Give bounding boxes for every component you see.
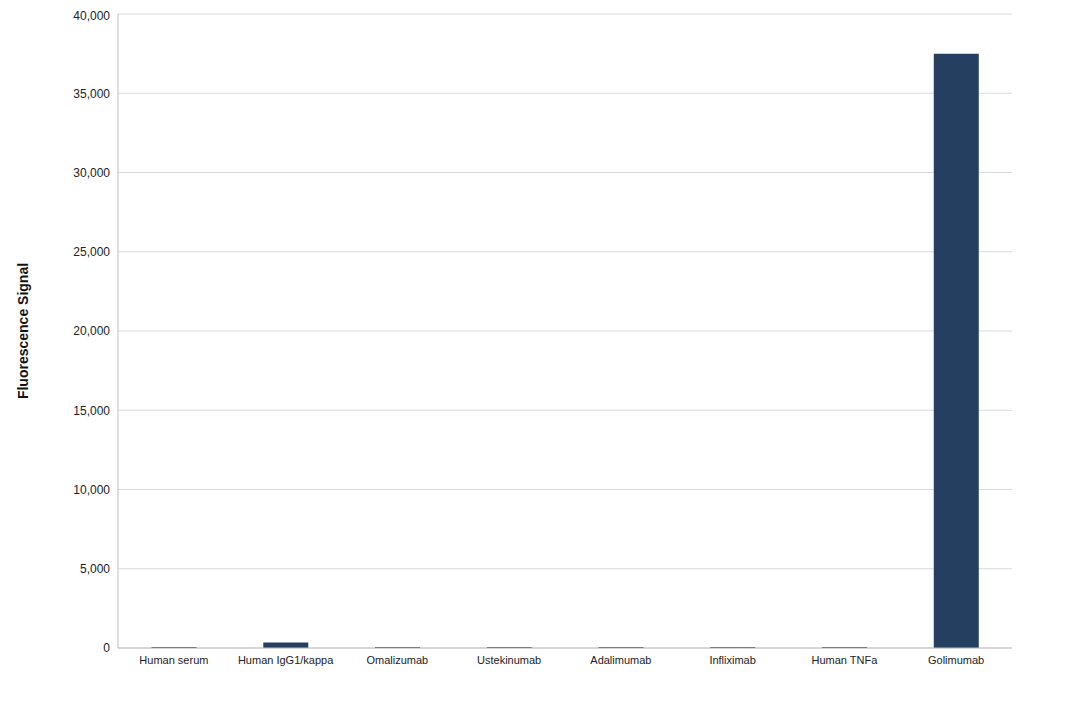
svg-text:Infliximab: Infliximab — [709, 654, 755, 666]
svg-text:Ustekinumab: Ustekinumab — [477, 654, 541, 666]
svg-text:15,000: 15,000 — [73, 404, 110, 418]
svg-text:Human serum: Human serum — [139, 654, 208, 666]
svg-text:Adalimumab: Adalimumab — [590, 654, 651, 666]
svg-text:40,000: 40,000 — [73, 9, 110, 23]
svg-text:35,000: 35,000 — [73, 87, 110, 101]
svg-text:Omalizumab: Omalizumab — [367, 654, 429, 666]
svg-text:20,000: 20,000 — [73, 324, 110, 338]
svg-text:Golimumab: Golimumab — [928, 654, 984, 666]
svg-text:25,000: 25,000 — [73, 245, 110, 259]
svg-text:Human TNFa: Human TNFa — [811, 654, 878, 666]
svg-text:5,000: 5,000 — [80, 562, 110, 576]
svg-text:0: 0 — [103, 641, 110, 655]
svg-text:Human IgG1/kappa: Human IgG1/kappa — [238, 654, 334, 666]
svg-text:10,000: 10,000 — [73, 483, 110, 497]
svg-text:30,000: 30,000 — [73, 166, 110, 180]
svg-text:Fluorescence Signal: Fluorescence Signal — [15, 263, 31, 399]
